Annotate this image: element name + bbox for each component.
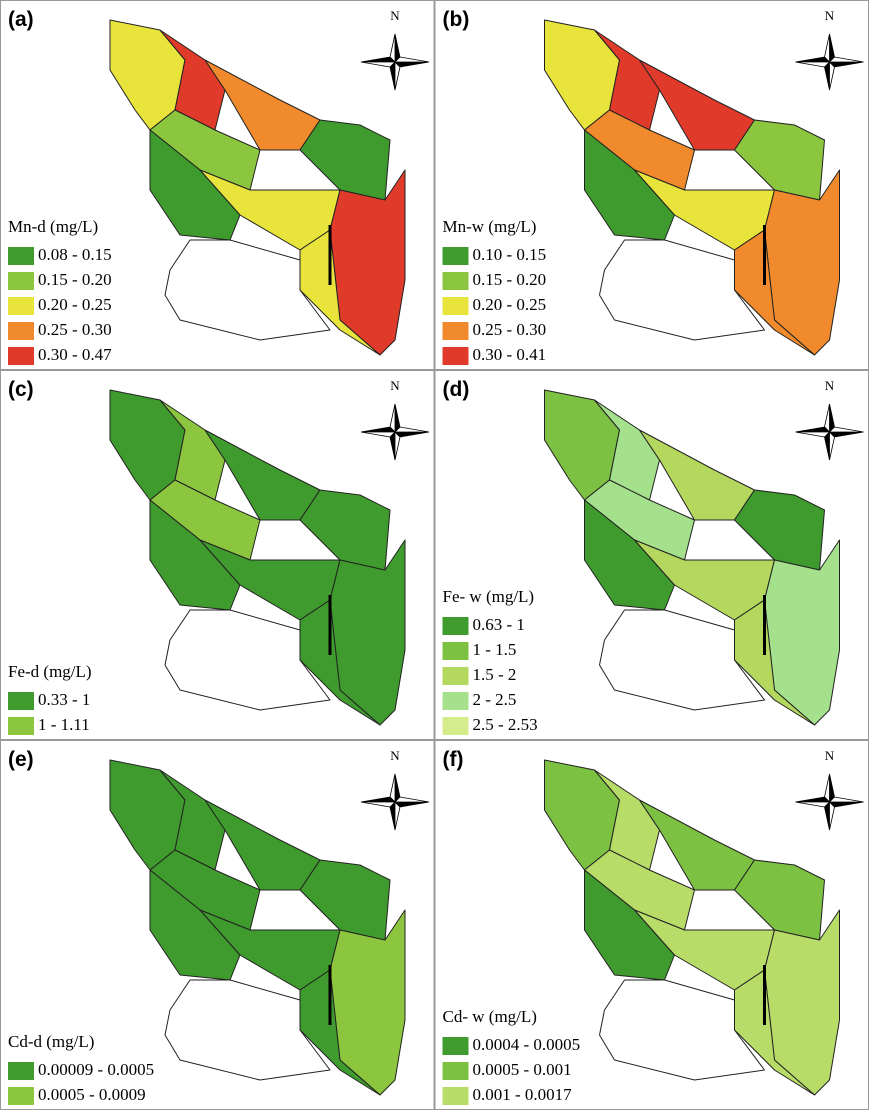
north-arrow (361, 34, 429, 90)
north-label: N (390, 8, 400, 23)
legend-swatch (8, 1087, 34, 1105)
legend-label: 0.0005 - 0.0009 (38, 1085, 146, 1104)
legend-swatch (443, 1087, 469, 1105)
legend-title: Mn-d (mg/L) (8, 217, 98, 236)
legend-swatch (8, 692, 34, 710)
north-arrow (796, 774, 864, 830)
panel-label: (e) (8, 748, 34, 771)
north-label: N (390, 378, 400, 393)
sub-basin (300, 860, 390, 940)
north-arrow (796, 34, 864, 90)
legend-label: 0.0004 - 0.0005 (473, 1035, 581, 1054)
legend-swatch (443, 667, 469, 685)
north-arrow (361, 404, 429, 460)
legend-label: 0.25 - 0.30 (473, 320, 547, 339)
north-arrow (361, 774, 429, 830)
map (545, 20, 840, 355)
legend-label: 0.20 - 0.25 (38, 295, 112, 314)
legend-swatch (8, 272, 34, 290)
north-label: N (825, 8, 835, 23)
panel: (d) N Fe- w (mg/L) 0.63 - 1 1 - 1.5 1.5 - 2 2 … (435, 371, 869, 740)
figure: (a) N Mn-d (mg/L) 0.08 - 0.15 0.15 - 0.20 0.2… (0, 0, 869, 1111)
legend-label: 0.63 - 1 (473, 615, 525, 634)
legend-label: 2 - 2.5 (473, 690, 517, 709)
legend-title: Cd-d (mg/L) (8, 1032, 94, 1051)
legend-swatch (443, 347, 469, 365)
panel: (b) N Mn-w (mg/L) 0.10 - 0.15 0.15 - 0.20 0.2… (435, 1, 869, 370)
map (110, 760, 405, 1095)
legend-swatch (443, 322, 469, 340)
legend-swatch (8, 322, 34, 340)
legend-title: Cd- w (mg/L) (443, 1007, 537, 1026)
legend-label: 0.25 - 0.30 (38, 320, 112, 339)
map (110, 20, 405, 355)
legend-label: 0.0005 - 0.001 (473, 1060, 572, 1079)
legend-swatch (443, 272, 469, 290)
legend-label: 0.33 - 1 (38, 690, 90, 709)
legend-label: 0.10 - 0.15 (473, 245, 547, 264)
legend-swatch (443, 717, 469, 735)
legend-label: 0.00009 - 0.0005 (38, 1060, 154, 1079)
panel: (a) N Mn-d (mg/L) 0.08 - 0.15 0.15 - 0.20 0.2… (1, 1, 435, 370)
sub-basin (735, 490, 825, 570)
legend-swatch (443, 617, 469, 635)
panel: (f) N Cd- w (mg/L) 0.0004 - 0.0005 0.0005 - … (435, 741, 869, 1110)
legend-title: Mn-w (mg/L) (443, 217, 537, 236)
map (110, 390, 405, 725)
legend-label: 0.001 - 0.0017 (473, 1085, 573, 1104)
legend-label: 1 - 1.5 (473, 640, 517, 659)
legend-label: 2.5 - 2.53 (473, 715, 538, 734)
legend-swatch (443, 1037, 469, 1055)
legend-label: 1.5 - 2 (473, 665, 517, 684)
panel: (e) N Cd-d (mg/L) 0.00009 - 0.0005 0.0005 - … (1, 741, 435, 1110)
legend-swatch (443, 1062, 469, 1080)
sub-basin (300, 490, 390, 570)
legend-swatch (8, 1062, 34, 1080)
map (545, 760, 840, 1095)
legend-swatch (8, 297, 34, 315)
sub-basin (300, 120, 390, 200)
panel-label: (a) (8, 8, 34, 31)
legend-swatch (443, 297, 469, 315)
panel-label: (b) (443, 8, 470, 31)
north-arrow (796, 404, 864, 460)
legend-label: 1 - 1.11 (38, 715, 90, 734)
legend-label: 0.30 - 0.41 (473, 345, 547, 364)
panel: (c) N Fe-d (mg/L) 0.33 - 1 1 - 1.11 (1, 371, 435, 740)
legend-swatch (443, 642, 469, 660)
legend-label: 0.15 - 0.20 (38, 270, 112, 289)
legend-label: 0.20 - 0.25 (473, 295, 547, 314)
legend-swatch (8, 247, 34, 265)
legend-swatch (8, 347, 34, 365)
legend-title: Fe- w (mg/L) (443, 587, 535, 606)
sub-basin (735, 860, 825, 940)
legend-swatch (443, 692, 469, 710)
legend-label: 0.15 - 0.20 (473, 270, 547, 289)
panel-label: (d) (443, 378, 470, 401)
map (545, 390, 840, 725)
legend-label: 0.08 - 0.15 (38, 245, 112, 264)
legend-swatch (443, 247, 469, 265)
north-label: N (825, 378, 835, 393)
legend-title: Fe-d (mg/L) (8, 662, 92, 681)
north-label: N (390, 748, 400, 763)
panel-label: (c) (8, 378, 34, 401)
legend-label: 0.30 - 0.47 (38, 345, 112, 364)
sub-basin (735, 120, 825, 200)
panel-label: (f) (443, 748, 464, 771)
legend-swatch (8, 717, 34, 735)
north-label: N (825, 748, 835, 763)
